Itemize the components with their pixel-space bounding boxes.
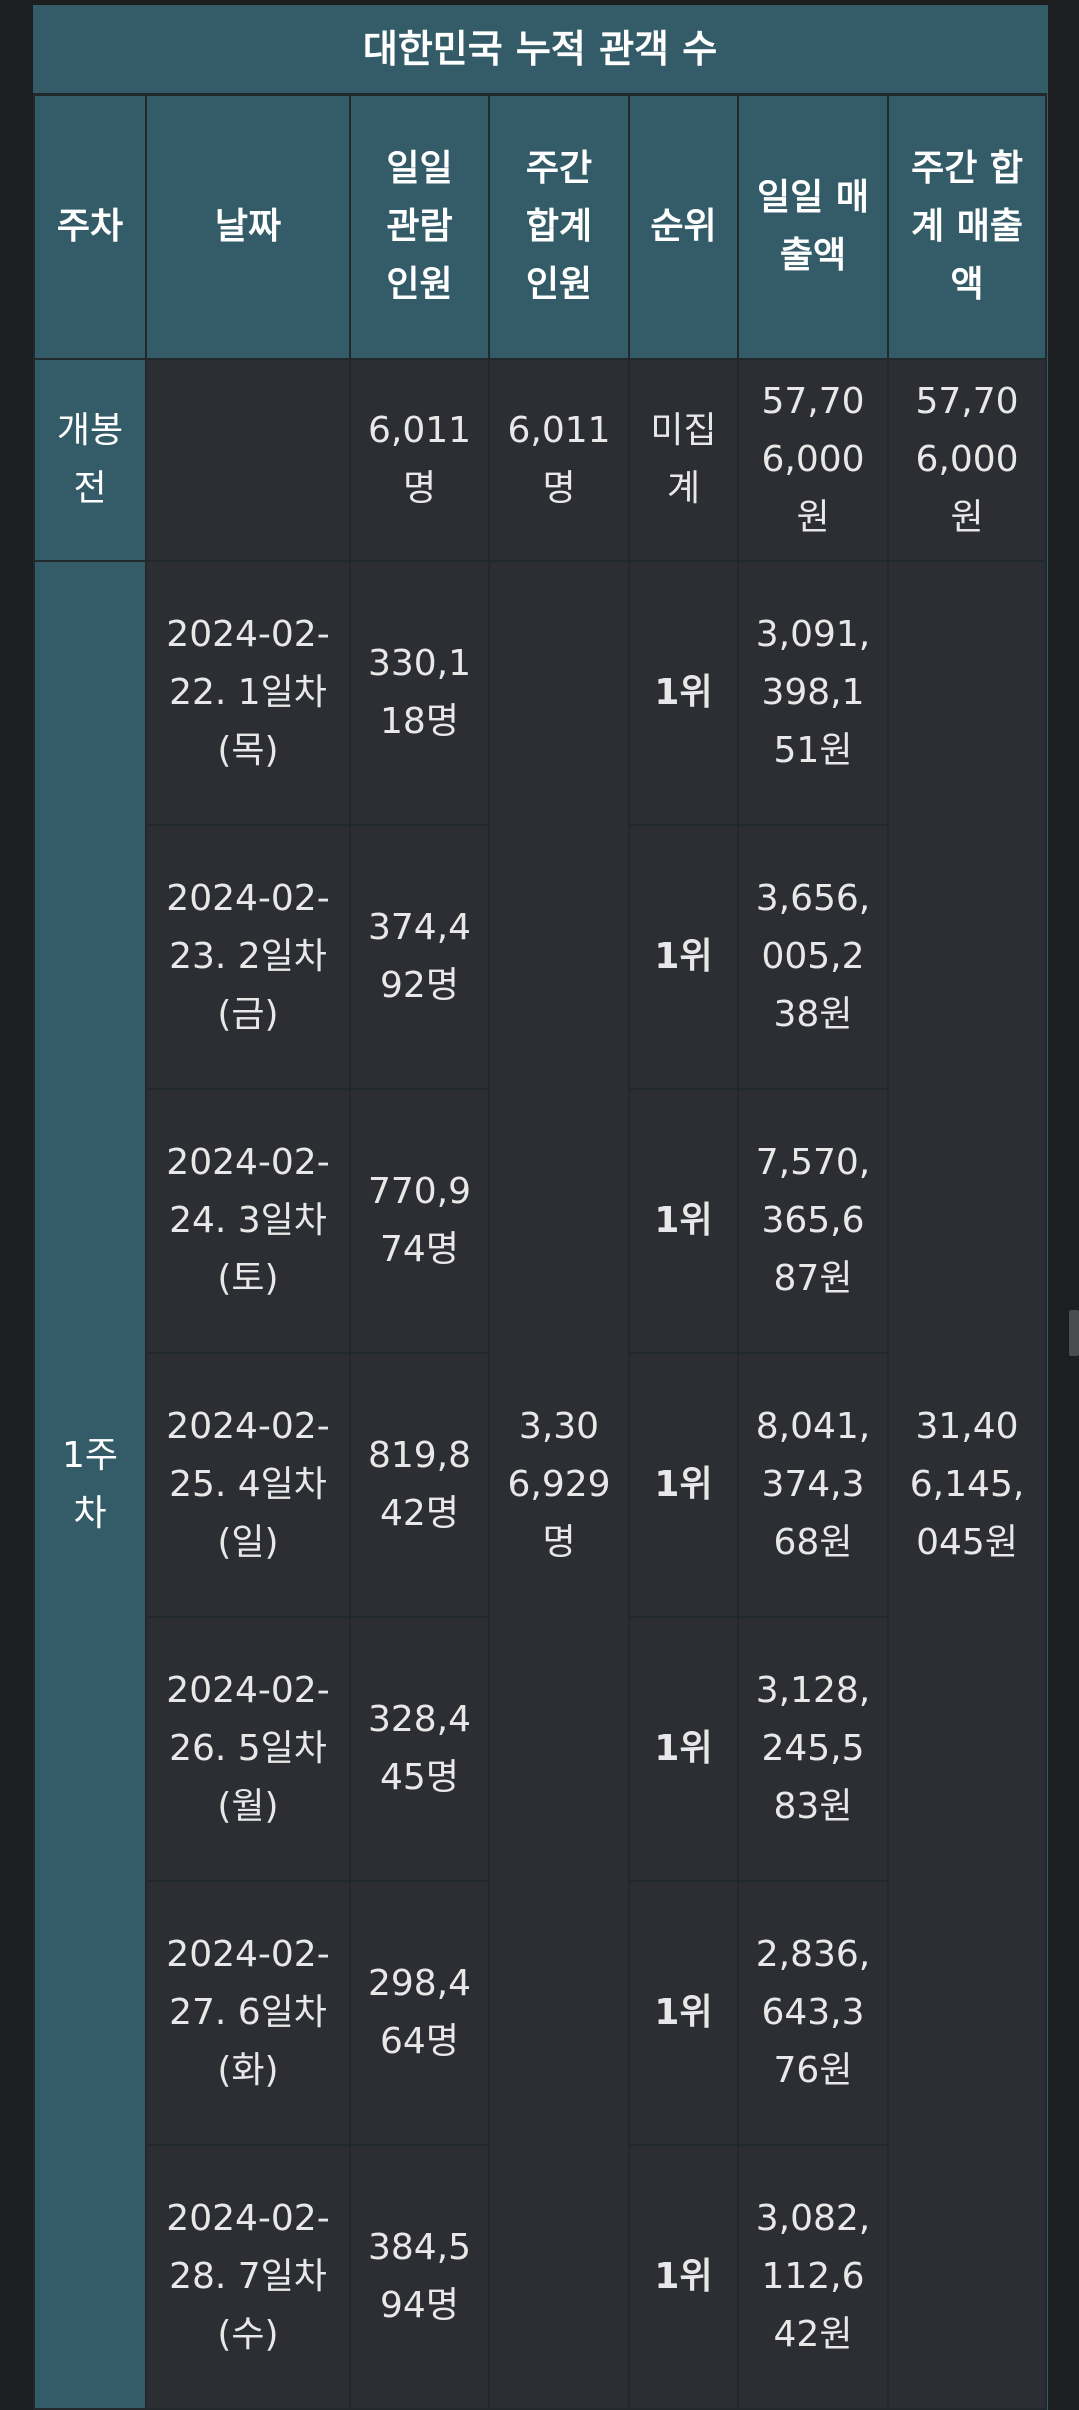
daily-revenue-cell: 7,570,365,687원 (737, 1088, 889, 1354)
table-row: 2024-02-25. 4일차(일) 819,842명 1위 8,041,374,36… (34, 1352, 1046, 1618)
table-row: 1주차 2024-02-22. 1일차(목) 330,118명 3,306,929명 1… (33, 560, 1048, 2410)
header-date: 날짜 (145, 93, 351, 360)
rank-cell: 미집계 (628, 358, 739, 562)
date-cell: 2024-02-24. 3일차(토) (145, 1088, 351, 1354)
table-row: 2024-02-24. 3일차(토) 770,974명 1위 7,570,365,68… (34, 1088, 1046, 1354)
date-cell: 2024-02-26. 5일차(월) (145, 1616, 351, 1882)
daily-audience-cell: 374,492명 (349, 824, 490, 1090)
rank-cell: 1위 (628, 1088, 739, 1354)
daily-audience-cell: 330,118명 (349, 560, 490, 826)
daily-revenue-cell: 3,656,005,238원 (737, 824, 889, 1090)
daily-revenue-cell: 8,041,374,368원 (737, 1352, 889, 1618)
table-row-pre-release: 개봉전 6,011명 6,011명 미집계 57,706,000원 57,706… (33, 358, 1048, 562)
header-week: 주차 (33, 93, 147, 360)
header-row: 주차 날짜 일일 관람 인원 주간 합계 인원 순위 일일 매출액 주간 합계 … (33, 93, 1048, 360)
header-weekly-revenue: 주간 합계 매출액 (886, 93, 1048, 360)
table-row: 2024-02-28. 7일차(수) 384,594명 1위 3,082,112,64… (34, 2144, 1046, 2410)
table-row: 2024-02-23. 2일차(금) 374,492명 1위 3,656,005,23… (34, 824, 1046, 1090)
header-daily-audience: 일일 관람 인원 (349, 93, 490, 360)
daily-audience-cell: 770,974명 (349, 1088, 490, 1354)
header-daily-revenue: 일일 매출액 (737, 93, 889, 360)
daily-revenue-cell: 3,128,245,583원 (737, 1616, 889, 1882)
rank-cell: 1위 (628, 1616, 739, 1882)
date-cell: 2024-02-28. 7일차(수) (145, 2144, 351, 2410)
daily-audience-cell: 819,842명 (349, 1352, 490, 1618)
daily-audience-cell: 6,011명 (349, 358, 490, 562)
table-title: 대한민국 누적 관객 수 (34, 5, 1047, 96)
daily-revenue-cell: 2,836,643,376원 (737, 1880, 889, 2146)
date-cell: 2024-02-23. 2일차(금) (145, 824, 351, 1090)
table-row: 2024-02-27. 6일차(화) 298,464명 1위 2,836,643,37… (34, 1880, 1046, 2146)
weekly-revenue-cell: 31,406,145,045원 (886, 560, 1048, 2410)
header-weekly-audience: 주간 합계 인원 (488, 93, 630, 360)
daily-revenue-cell: 57,706,000원 (737, 358, 889, 562)
rank-cell: 1위 (628, 824, 739, 1090)
scrollbar-thumb[interactable] (1069, 1310, 1079, 1356)
date-cell: 2024-02-27. 6일차(화) (145, 1880, 351, 2146)
date-cell: 2024-02-25. 4일차(일) (145, 1352, 351, 1618)
daily-audience-cell: 328,445명 (349, 1616, 490, 1882)
header-rank: 순위 (628, 93, 739, 360)
daily-audience-cell: 298,464명 (349, 1880, 490, 2146)
rank-cell: 1위 (628, 560, 739, 826)
box-office-table-container: 대한민국 누적 관객 수 주차 날짜 일일 관람 인원 주간 합계 인원 순위 … (33, 5, 1048, 2410)
daily-revenue-cell: 3,091,398,151원 (737, 560, 889, 826)
box-office-table: 대한민국 누적 관객 수 주차 날짜 일일 관람 인원 주간 합계 인원 순위 … (33, 5, 1048, 2410)
rank-cell: 1위 (628, 2144, 739, 2410)
week-cell: 1주차 (33, 560, 147, 2410)
weekly-revenue-cell: 57,706,000원 (886, 358, 1048, 562)
weekly-audience-cell: 3,306,929명 (488, 560, 630, 2410)
rank-cell: 1위 (628, 1880, 739, 2146)
weekly-audience-cell: 6,011명 (488, 358, 630, 562)
date-cell (145, 358, 351, 562)
table-row: 2024-02-26. 5일차(월) 328,445명 1위 3,128,245,58… (34, 1616, 1046, 1882)
daily-revenue-cell: 3,082,112,642원 (737, 2144, 889, 2410)
daily-audience-cell: 384,594명 (349, 2144, 490, 2410)
date-cell: 2024-02-22. 1일차(목) (145, 560, 351, 826)
rank-cell: 1위 (628, 1352, 739, 1618)
week-cell: 개봉전 (33, 358, 147, 562)
